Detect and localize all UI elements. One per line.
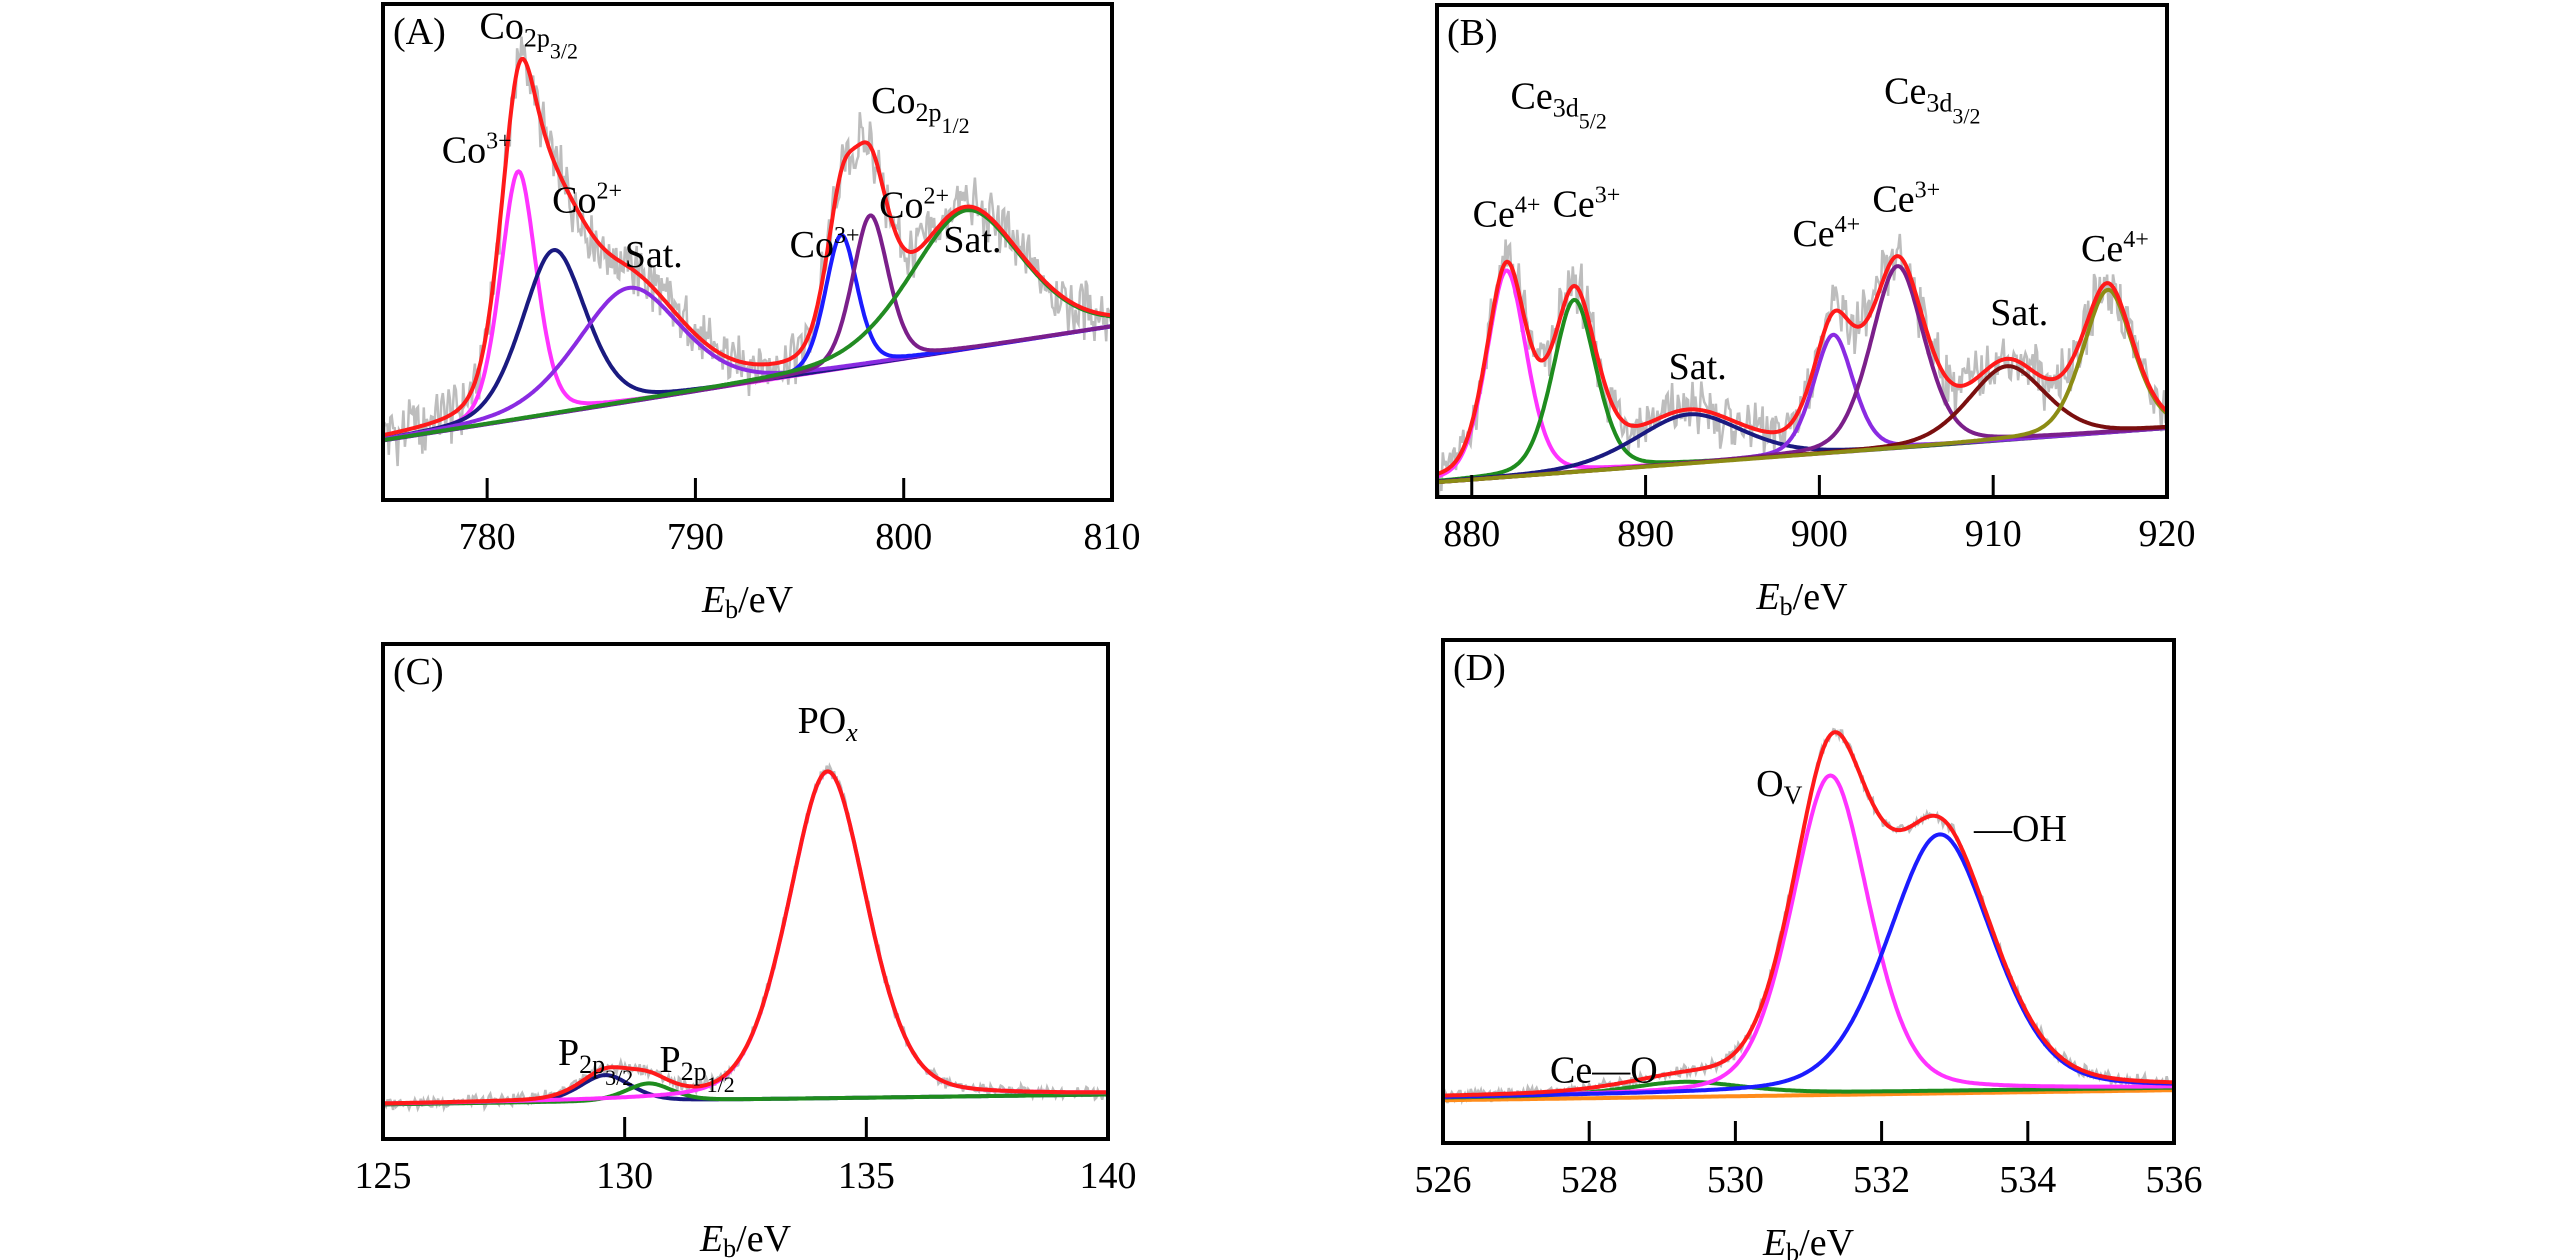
plot-area: [383, 762, 1108, 1113]
peak-annotation: Ce4+: [2081, 227, 2149, 270]
x-tick-label: 780: [459, 516, 516, 558]
peak-annotation: Ce4+: [1792, 212, 1860, 255]
x-tick-label: 530: [1707, 1159, 1764, 1201]
series-raw-data: [383, 762, 1108, 1113]
x-tick-label: 890: [1617, 513, 1674, 555]
series-peak-3: [1437, 412, 2167, 484]
series-raw-data: [383, 36, 1112, 467]
peak-annotation: P2p1/2: [660, 1039, 735, 1097]
panel-letter: (D): [1453, 647, 1506, 689]
series-envelope: [1437, 254, 2167, 476]
x-axis-label: Eb/eV: [701, 579, 794, 624]
x-tick-label: 130: [596, 1155, 653, 1197]
peak-annotation: Sat.: [1669, 346, 1727, 388]
peak-annotation: Ce3+: [1553, 183, 1621, 226]
x-tick-label: 528: [1561, 1159, 1618, 1201]
x-tick-label: 910: [1965, 513, 2022, 555]
peak-annotation: Sat.: [943, 219, 1001, 261]
peak-annotation: Ce3d3/2: [1884, 70, 1980, 128]
x-tick-label: 534: [1999, 1159, 2056, 1201]
panel-letter: (A): [393, 11, 446, 53]
plot-area: [383, 36, 1112, 467]
x-tick-label: 532: [1853, 1159, 1910, 1201]
series-peak-3: [1443, 832, 2174, 1099]
panel-letter: (B): [1447, 12, 1498, 54]
plot-area: [1443, 727, 2174, 1106]
series-raw-data: [1437, 233, 2167, 497]
peak-annotation: POx: [798, 700, 859, 747]
x-axis-label: Eb/eV: [1755, 576, 1848, 621]
plot-frame: [381, 642, 1110, 1141]
x-tick-label: 140: [1080, 1155, 1137, 1197]
peak-annotation: Co3+: [442, 129, 512, 172]
series-background: [1443, 1088, 2174, 1103]
peak-annotation: Ce3+: [1872, 178, 1940, 221]
peak-annotation: Ce—O: [1550, 1050, 1658, 1092]
x-axis-label: Eb/eV: [1762, 1222, 1855, 1260]
x-axis-label: Eb/eV: [699, 1218, 792, 1260]
x-tick-label: 810: [1084, 516, 1141, 558]
peak-annotation: OV: [1756, 763, 1802, 810]
peak-annotation: —OH: [1973, 808, 2067, 850]
plot-frame: [1441, 638, 2176, 1145]
peak-annotation: Co2p3/2: [480, 6, 578, 64]
series-peak-7: [1437, 287, 2167, 485]
series-envelope: [1443, 730, 2174, 1098]
peak-annotation: Co2+: [552, 178, 622, 221]
x-tick-label: 135: [838, 1155, 895, 1197]
x-tick-label: 800: [875, 516, 932, 558]
panel-d: 526 528 530 532 534 536 Eb/eV (D) OV —OH Ce—O: [1415, 638, 2203, 1260]
x-tick-label: 920: [2139, 513, 2196, 555]
peak-annotation: Ce3d5/2: [1510, 75, 1606, 133]
panel-b: 880 890 900 910 920 Eb/eV (B) Ce3d5/2 Ce4+ Ce3+ Sa…: [1435, 3, 2196, 621]
peak-annotation: Co2p1/2: [871, 80, 969, 138]
x-tick-label: 880: [1443, 513, 1500, 555]
peak-annotation: Sat.: [1990, 292, 2048, 334]
x-tick-label: 526: [1415, 1159, 1472, 1201]
plot-frame: [381, 2, 1114, 502]
peak-annotation: P2p3/2: [558, 1032, 633, 1090]
panel-letter: (C): [393, 651, 444, 693]
series-envelope: [383, 56, 1112, 438]
peak-annotation: Sat.: [625, 234, 683, 276]
plot-area: [1437, 233, 2167, 497]
series-raw-data: [1443, 727, 2174, 1106]
x-tick-label: 125: [355, 1155, 412, 1197]
plot-frame: [1435, 3, 2169, 499]
panel-c: 125 130 135 140 Eb/eV (C) POx P2p3/2 P2p1/2: [355, 642, 1137, 1260]
x-tick-label: 536: [2146, 1159, 2203, 1201]
x-tick-label: 790: [667, 516, 724, 558]
series-envelope: [383, 769, 1108, 1106]
peak-annotation: Ce4+: [1473, 192, 1541, 235]
series-peak-3: [383, 769, 1108, 1106]
peak-annotation: Co2+: [879, 183, 949, 226]
peak-annotation: Co3+: [790, 223, 860, 266]
x-tick-label: 900: [1791, 513, 1848, 555]
